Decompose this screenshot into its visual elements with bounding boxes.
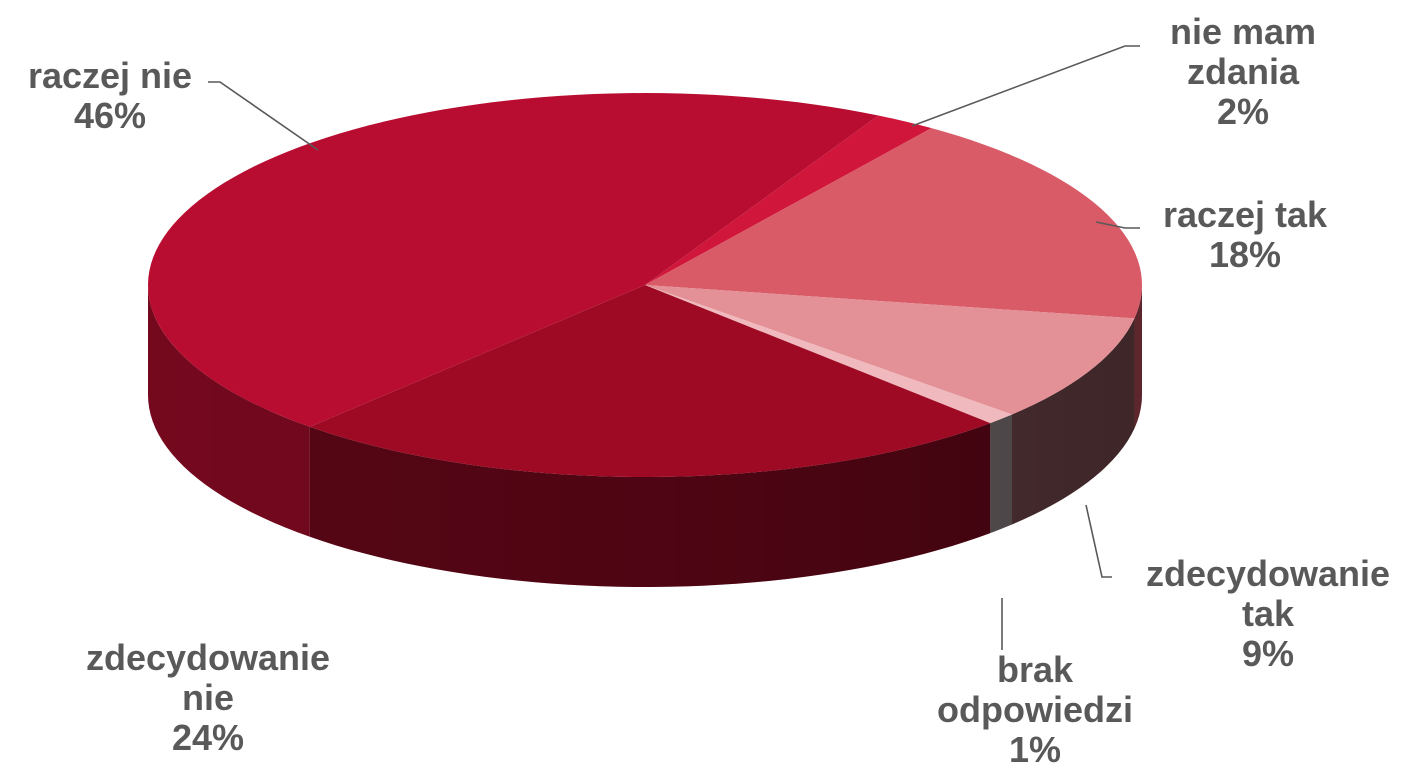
pie-slice-raczej-nie: [148, 93, 879, 427]
label-leader-lines: [208, 45, 1140, 650]
pie-top-slices: [148, 93, 1142, 477]
pie-slice-zdecydowanie-tak: [645, 285, 1135, 415]
category-label: tak: [1242, 593, 1295, 634]
pie-slice-brak-odpowiedzi: [645, 285, 1013, 424]
value-label: 1%: [1009, 729, 1061, 770]
value-label: 9%: [1242, 633, 1294, 674]
pie-slice-raczej-tak: [645, 128, 1142, 319]
leader-line-nie-mam-zdania: [911, 45, 1140, 127]
category-label: odpowiedzi: [937, 689, 1133, 730]
pie-side-shading: [148, 285, 1142, 587]
pie-slice-zdecydowanie-nie: [309, 285, 991, 477]
pie-side-walls: [148, 285, 1142, 587]
leader-line-raczej-tak: [1095, 221, 1140, 229]
leader-line-zdecydowanie-tak: [1085, 504, 1112, 578]
category-label: raczej tak: [1163, 194, 1328, 235]
category-label: zdania: [1187, 51, 1300, 92]
category-label: nie: [182, 677, 234, 718]
category-label: zdecydowanie: [1146, 553, 1390, 594]
pie-slice-nie-mam-zdania: [645, 115, 932, 285]
value-label: 24%: [172, 717, 244, 758]
category-label: zdecydowanie: [86, 637, 330, 678]
category-label: brak: [997, 649, 1074, 690]
value-label: 18%: [1209, 234, 1281, 275]
category-label: nie mam: [1170, 11, 1316, 52]
category-label: raczej nie: [28, 55, 192, 96]
value-label: 46%: [74, 95, 146, 136]
leader-line-raczej-nie: [208, 81, 319, 151]
value-label: 2%: [1217, 91, 1269, 132]
